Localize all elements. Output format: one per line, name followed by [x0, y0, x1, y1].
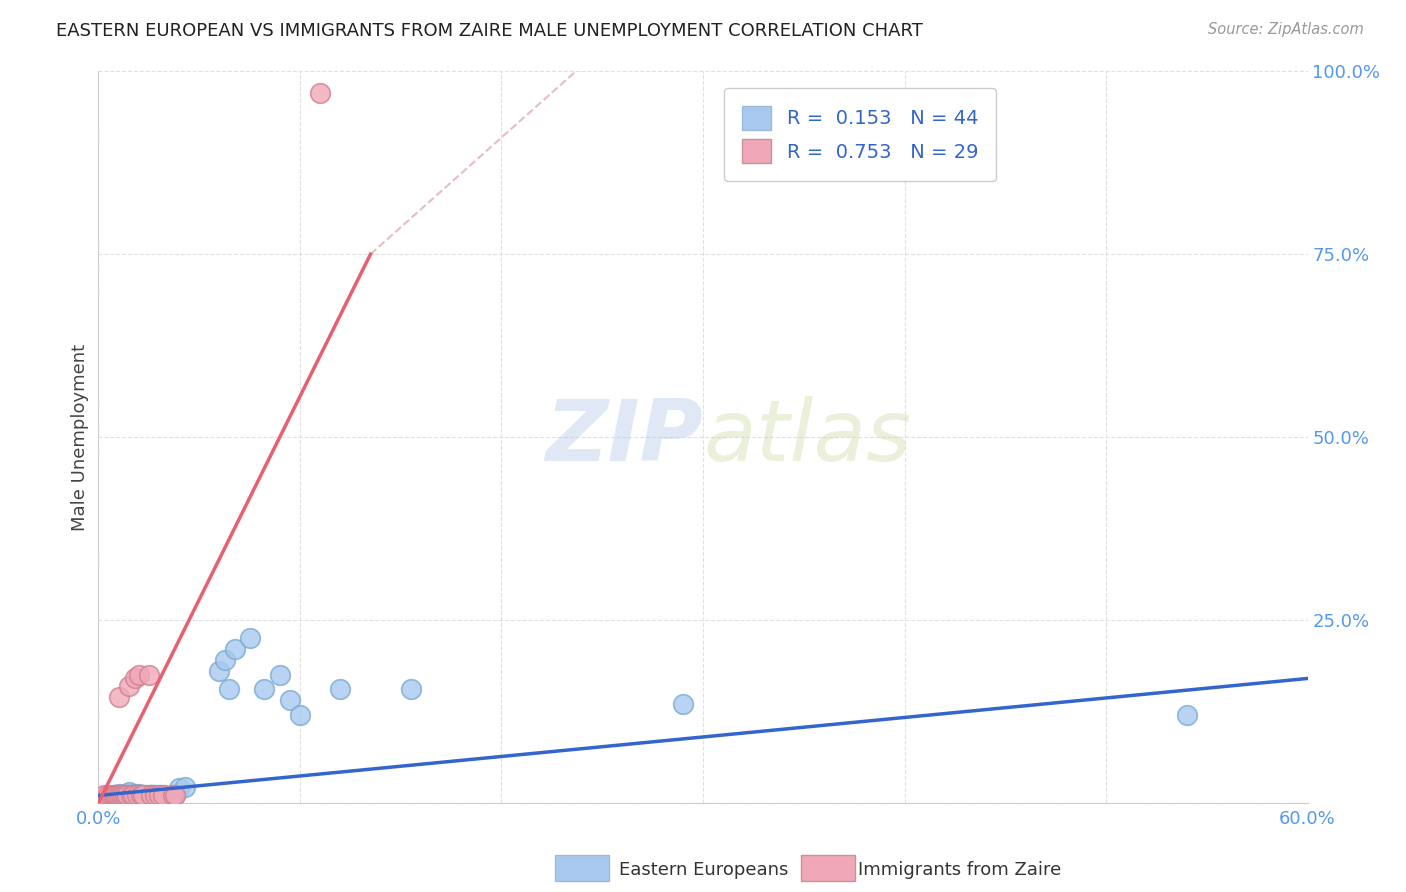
Point	[139, 789, 162, 803]
Point	[132, 789, 155, 803]
Point	[132, 789, 155, 803]
Point	[124, 789, 146, 803]
Point	[162, 789, 184, 803]
Legend: R =  0.153   N = 44, R =  0.753   N = 29: R = 0.153 N = 44, R = 0.753 N = 29	[724, 88, 995, 180]
Point	[125, 789, 148, 803]
Point	[163, 789, 186, 803]
Point	[103, 789, 125, 803]
Point	[129, 789, 152, 803]
Point	[224, 642, 246, 657]
Point	[139, 789, 162, 803]
Point	[143, 789, 166, 803]
Point	[288, 708, 311, 723]
Point	[121, 789, 143, 803]
Point	[93, 789, 115, 803]
Point	[118, 787, 141, 801]
Point	[163, 789, 186, 803]
Point	[309, 87, 332, 101]
Point	[329, 682, 352, 697]
Text: Eastern Europeans: Eastern Europeans	[619, 861, 787, 879]
Point	[167, 781, 190, 796]
Point	[138, 789, 160, 803]
Y-axis label: Male Unemployment: Male Unemployment	[72, 343, 90, 531]
Point	[152, 789, 174, 803]
Point	[218, 682, 240, 697]
Point	[107, 789, 129, 803]
Point	[111, 789, 134, 803]
Point	[120, 789, 142, 803]
Point	[125, 789, 148, 803]
Point	[103, 789, 125, 803]
Point	[107, 787, 129, 801]
Point	[135, 789, 157, 803]
Point	[269, 667, 291, 681]
Point	[115, 789, 138, 803]
Point	[128, 667, 150, 681]
Point	[142, 789, 165, 803]
Text: EASTERN EUROPEAN VS IMMIGRANTS FROM ZAIRE MALE UNEMPLOYMENT CORRELATION CHART: EASTERN EUROPEAN VS IMMIGRANTS FROM ZAIR…	[56, 22, 924, 40]
Point	[107, 789, 129, 803]
Point	[114, 787, 136, 801]
Point	[118, 785, 141, 799]
Point	[148, 789, 170, 803]
Point	[134, 789, 156, 803]
Point	[253, 682, 276, 697]
Text: ZIP: ZIP	[546, 395, 703, 479]
Point	[97, 789, 120, 803]
Point	[124, 787, 146, 801]
Point	[101, 789, 124, 803]
Point	[105, 789, 128, 803]
Point	[100, 789, 122, 803]
Point	[214, 653, 236, 667]
Point	[110, 789, 132, 803]
Point	[278, 693, 301, 707]
Text: atlas: atlas	[703, 395, 911, 479]
Point	[114, 789, 136, 803]
Point	[138, 667, 160, 681]
Text: Source: ZipAtlas.com: Source: ZipAtlas.com	[1208, 22, 1364, 37]
Point	[128, 789, 150, 803]
Point	[148, 789, 170, 803]
Point	[239, 632, 262, 646]
Point	[153, 789, 176, 803]
Point	[121, 789, 143, 803]
Point	[174, 780, 197, 794]
Point	[143, 789, 166, 803]
Point	[118, 679, 141, 693]
Point	[107, 690, 129, 704]
Point	[120, 789, 142, 803]
Point	[128, 789, 150, 803]
Point	[208, 664, 231, 678]
Point	[672, 697, 695, 711]
Point	[97, 789, 120, 803]
Point	[128, 787, 150, 801]
Text: Immigrants from Zaire: Immigrants from Zaire	[858, 861, 1062, 879]
Point	[118, 789, 141, 803]
Point	[111, 789, 134, 803]
Point	[149, 789, 172, 803]
Point	[399, 682, 422, 697]
Point	[103, 789, 125, 803]
Point	[139, 789, 162, 803]
Point	[124, 672, 146, 686]
Point	[1175, 708, 1198, 723]
